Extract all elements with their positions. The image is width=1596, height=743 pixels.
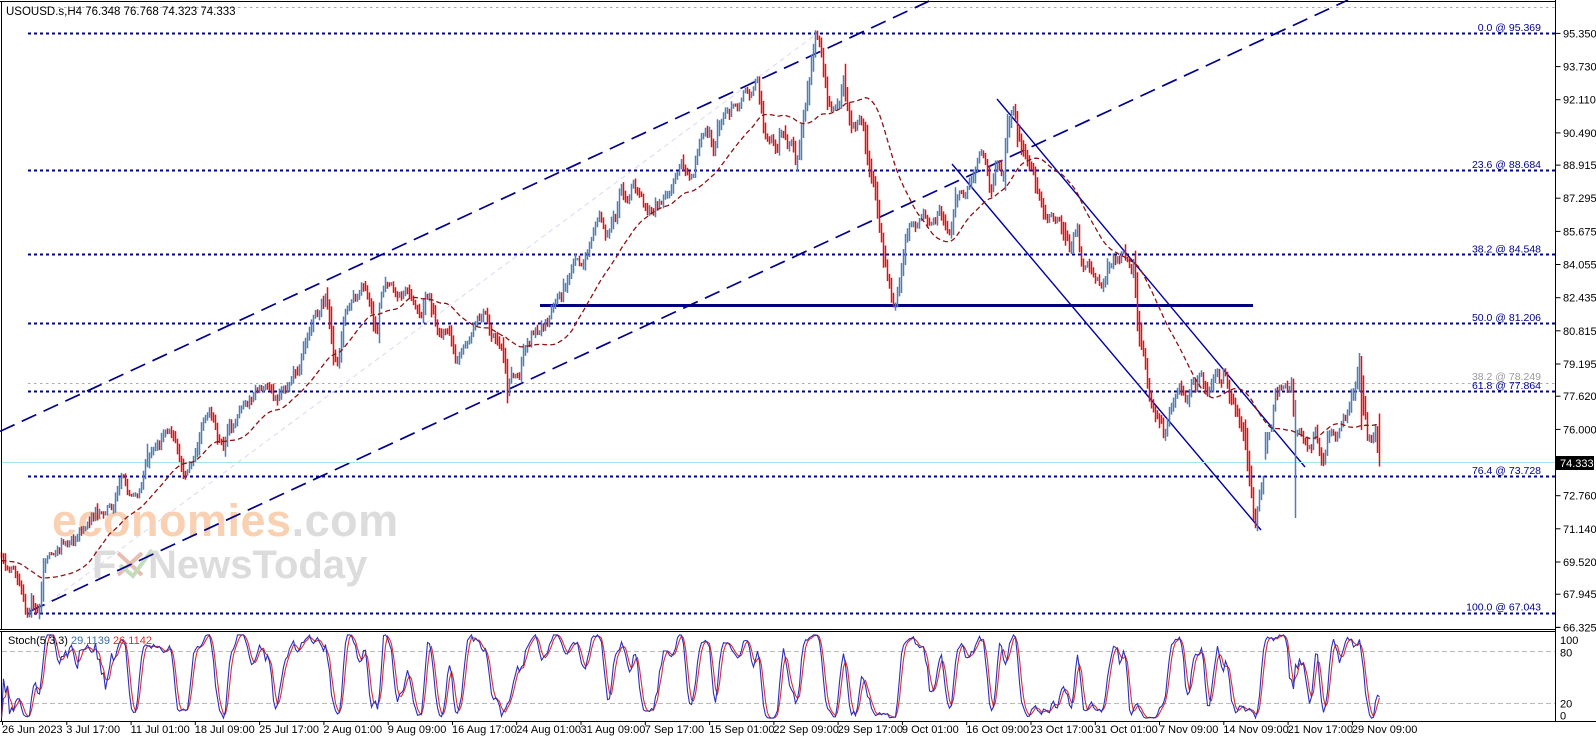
svg-text:economies.com: economies.com <box>52 495 399 546</box>
svg-text:23 Oct 17:00: 23 Oct 17:00 <box>1031 724 1094 736</box>
svg-text:2 Aug 01:00: 2 Aug 01:00 <box>323 724 382 736</box>
svg-text:21 Nov 17:00: 21 Nov 17:00 <box>1288 724 1353 736</box>
svg-text:61.8 @ 77.864: 61.8 @ 77.864 <box>1472 380 1541 392</box>
svg-text:74.333: 74.333 <box>1560 458 1594 470</box>
svg-text:90.490: 90.490 <box>1563 128 1596 140</box>
svg-text:9 Aug 09:00: 9 Aug 09:00 <box>388 724 447 736</box>
svg-text:72.760: 72.760 <box>1563 491 1596 503</box>
svg-text:87.295: 87.295 <box>1563 193 1596 205</box>
svg-text:31 Aug 09:00: 31 Aug 09:00 <box>581 724 646 736</box>
svg-text:16 Aug 17:00: 16 Aug 17:00 <box>452 724 517 736</box>
svg-text:15 Sep 01:00: 15 Sep 01:00 <box>709 724 774 736</box>
svg-text:3 Jul 17:00: 3 Jul 17:00 <box>66 724 120 736</box>
svg-text:7 Nov 09:00: 7 Nov 09:00 <box>1159 724 1218 736</box>
svg-text:100.0 @ 67.043: 100.0 @ 67.043 <box>1466 602 1541 614</box>
svg-text:69.520: 69.520 <box>1563 557 1596 569</box>
svg-text:7 Sep 17:00: 7 Sep 17:00 <box>645 724 704 736</box>
svg-text:11 Jul 01:00: 11 Jul 01:00 <box>131 724 190 736</box>
svg-text:Stoch(5,3,3) 29.1139 26.1142: Stoch(5,3,3) 29.1139 26.1142 <box>8 635 152 647</box>
svg-text:76.4 @ 73.728: 76.4 @ 73.728 <box>1472 465 1541 477</box>
svg-text:29 Nov 09:00: 29 Nov 09:00 <box>1352 724 1417 736</box>
svg-text:31 Oct 01:00: 31 Oct 01:00 <box>1095 724 1158 736</box>
svg-text:79.195: 79.195 <box>1563 359 1596 371</box>
svg-text:38.2 @ 78.249: 38.2 @ 78.249 <box>1472 371 1541 383</box>
svg-text:84.055: 84.055 <box>1563 260 1596 272</box>
svg-text:26 Jun 2023: 26 Jun 2023 <box>2 724 63 736</box>
svg-text:100: 100 <box>1560 635 1578 647</box>
svg-text:93.730: 93.730 <box>1563 62 1596 74</box>
svg-text:0.0 @ 95.369: 0.0 @ 95.369 <box>1478 22 1541 34</box>
svg-text:67.945: 67.945 <box>1563 589 1596 601</box>
svg-text:16 Oct 09:00: 16 Oct 09:00 <box>966 724 1029 736</box>
svg-text:77.620: 77.620 <box>1563 391 1596 403</box>
svg-text:18 Jul 09:00: 18 Jul 09:00 <box>195 724 255 736</box>
svg-text:50.0 @ 81.206: 50.0 @ 81.206 <box>1472 312 1541 324</box>
svg-text:NewsToday: NewsToday <box>148 543 368 587</box>
svg-text:20: 20 <box>1560 699 1572 711</box>
svg-text:USOUSD.s,H4 76.348 76.768 74.: USOUSD.s,H4 76.348 76.768 74.323 74.333 <box>6 6 236 18</box>
svg-text:66.325: 66.325 <box>1563 622 1596 634</box>
svg-text:23.6 @ 88.684: 23.6 @ 88.684 <box>1472 159 1541 171</box>
svg-text:14 Nov 09:00: 14 Nov 09:00 <box>1223 724 1288 736</box>
svg-text:38.2 @ 84.548: 38.2 @ 84.548 <box>1472 243 1541 255</box>
svg-text:22 Sep 09:00: 22 Sep 09:00 <box>773 724 838 736</box>
svg-text:85.675: 85.675 <box>1563 226 1596 238</box>
svg-text:92.110: 92.110 <box>1563 95 1596 107</box>
svg-text:24 Aug 01:00: 24 Aug 01:00 <box>516 724 581 736</box>
svg-text:0: 0 <box>1560 711 1566 723</box>
svg-text:76.000: 76.000 <box>1563 424 1596 436</box>
svg-text:71.140: 71.140 <box>1563 524 1596 536</box>
svg-text:25 Jul 17:00: 25 Jul 17:00 <box>259 724 319 736</box>
svg-text:88.915: 88.915 <box>1563 160 1596 172</box>
svg-text:82.435: 82.435 <box>1563 293 1596 305</box>
svg-text:80: 80 <box>1560 648 1572 660</box>
svg-text:80.815: 80.815 <box>1563 326 1596 338</box>
svg-text:95.350: 95.350 <box>1563 28 1596 40</box>
svg-text:29 Sep 17:00: 29 Sep 17:00 <box>838 724 903 736</box>
svg-text:9 Oct 01:00: 9 Oct 01:00 <box>902 724 959 736</box>
